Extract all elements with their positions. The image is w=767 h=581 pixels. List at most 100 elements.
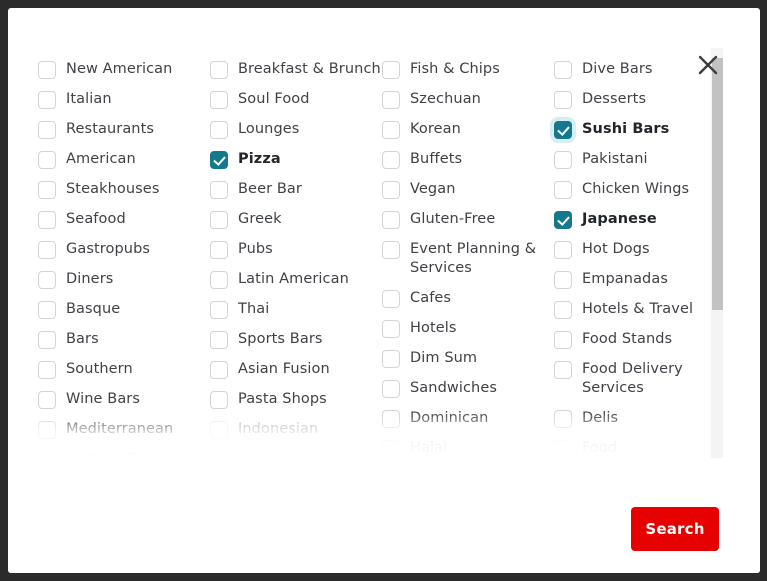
checkbox-unchecked-icon[interactable]	[554, 301, 572, 319]
category-checkbox-item[interactable]: Indonesian	[210, 420, 382, 439]
checkbox-checked-icon[interactable]	[210, 151, 228, 169]
checkbox-unchecked-icon[interactable]	[210, 181, 228, 199]
category-checkbox-item[interactable]: Thai	[210, 300, 382, 319]
checkbox-unchecked-icon[interactable]	[382, 151, 400, 169]
category-checkbox-item[interactable]: Desserts	[554, 90, 726, 109]
checkbox-unchecked-icon[interactable]	[38, 361, 56, 379]
category-checkbox-item[interactable]: Szechuan	[382, 90, 554, 109]
checkbox-unchecked-icon[interactable]	[554, 331, 572, 349]
category-checkbox-item[interactable]: Pasta Shops	[210, 390, 382, 409]
checkbox-unchecked-icon[interactable]	[38, 421, 56, 439]
checkbox-unchecked-icon[interactable]	[382, 440, 400, 458]
checkbox-unchecked-icon[interactable]	[38, 331, 56, 349]
category-checkbox-item[interactable]: Sports Bars	[210, 330, 382, 349]
category-scroll-region[interactable]: New American Italian Restaurants American St…	[8, 8, 760, 458]
category-checkbox-item[interactable]: Latin American	[210, 270, 382, 289]
category-checkbox-item[interactable]: Empanadas	[554, 270, 726, 289]
checkbox-unchecked-icon[interactable]	[38, 121, 56, 139]
checkbox-unchecked-icon[interactable]	[38, 391, 56, 409]
category-checkbox-item[interactable]: Cafes	[382, 289, 554, 308]
search-button[interactable]: Search	[631, 507, 719, 551]
checkbox-unchecked-icon[interactable]	[382, 380, 400, 398]
category-checkbox-item[interactable]: Hot Dogs	[554, 240, 726, 259]
category-checkbox-item[interactable]: Chicken Wings	[554, 180, 726, 199]
checkbox-unchecked-icon[interactable]	[382, 211, 400, 229]
checkbox-unchecked-icon[interactable]	[554, 151, 572, 169]
checkbox-unchecked-icon[interactable]	[38, 91, 56, 109]
category-checkbox-item[interactable]: Diners	[38, 270, 210, 289]
checkbox-unchecked-icon[interactable]	[382, 290, 400, 308]
category-checkbox-item[interactable]: Buffets	[382, 150, 554, 169]
category-checkbox-item[interactable]: Dive Bars	[554, 60, 726, 79]
scrollbar-track[interactable]	[711, 48, 723, 458]
category-checkbox-item[interactable]: Italian	[38, 90, 210, 109]
category-checkbox-item[interactable]: Food	[554, 439, 726, 458]
category-checkbox-item[interactable]: Beer Bar	[210, 180, 382, 199]
checkbox-unchecked-icon[interactable]	[210, 271, 228, 289]
checkbox-unchecked-icon[interactable]	[554, 440, 572, 458]
category-checkbox-item[interactable]: Sushi Bars	[554, 120, 726, 139]
category-checkbox-item[interactable]: Restaurants	[38, 120, 210, 139]
checkbox-unchecked-icon[interactable]	[382, 121, 400, 139]
category-checkbox-item[interactable]: Gluten-Free	[382, 210, 554, 229]
category-checkbox-item[interactable]: American	[38, 150, 210, 169]
checkbox-unchecked-icon[interactable]	[554, 241, 572, 259]
checkbox-unchecked-icon[interactable]	[210, 361, 228, 379]
category-checkbox-item[interactable]: Breakfast & Brunch	[210, 60, 382, 79]
category-checkbox-item[interactable]: Pizza	[210, 150, 382, 169]
checkbox-unchecked-icon[interactable]	[382, 91, 400, 109]
category-checkbox-item[interactable]: Seafood	[38, 210, 210, 229]
category-checkbox-item[interactable]: Hotels & Travel	[554, 300, 726, 319]
category-checkbox-item[interactable]: Gastropubs	[38, 240, 210, 259]
checkbox-unchecked-icon[interactable]	[38, 181, 56, 199]
category-checkbox-item[interactable]: Event Planning & Services	[382, 240, 554, 278]
category-checkbox-item[interactable]: Cocktail Bars	[38, 450, 210, 458]
checkbox-unchecked-icon[interactable]	[38, 211, 56, 229]
category-checkbox-item[interactable]: Hotels	[382, 319, 554, 338]
checkbox-unchecked-icon[interactable]	[210, 61, 228, 79]
category-checkbox-item[interactable]: Basque	[38, 300, 210, 319]
checkbox-unchecked-icon[interactable]	[38, 61, 56, 79]
checkbox-unchecked-icon[interactable]	[38, 151, 56, 169]
category-checkbox-item[interactable]: Pubs	[210, 240, 382, 259]
checkbox-unchecked-icon[interactable]	[210, 301, 228, 319]
checkbox-unchecked-icon[interactable]	[210, 331, 228, 349]
checkbox-unchecked-icon[interactable]	[210, 121, 228, 139]
checkbox-unchecked-icon[interactable]	[554, 91, 572, 109]
category-checkbox-item[interactable]: New American	[38, 60, 210, 79]
category-checkbox-item[interactable]: Pakistani	[554, 150, 726, 169]
checkbox-unchecked-icon[interactable]	[382, 320, 400, 338]
checkbox-unchecked-icon[interactable]	[554, 271, 572, 289]
checkbox-unchecked-icon[interactable]	[210, 91, 228, 109]
category-checkbox-item[interactable]: Dominican	[382, 409, 554, 428]
category-checkbox-item[interactable]: Bars	[38, 330, 210, 349]
checkbox-unchecked-icon[interactable]	[382, 181, 400, 199]
category-checkbox-item[interactable]: Japanese	[554, 210, 726, 229]
close-icon[interactable]	[694, 51, 722, 79]
category-checkbox-item[interactable]: Soul Food	[210, 90, 382, 109]
category-checkbox-item[interactable]: Fish & Chips	[382, 60, 554, 79]
category-checkbox-item[interactable]: Greek	[210, 210, 382, 229]
category-checkbox-item[interactable]: Delis	[554, 409, 726, 428]
category-checkbox-item[interactable]: Lounges	[210, 120, 382, 139]
checkbox-unchecked-icon[interactable]	[38, 451, 56, 458]
checkbox-checked-icon[interactable]	[554, 121, 572, 139]
category-checkbox-item[interactable]: Vegan	[382, 180, 554, 199]
checkbox-unchecked-icon[interactable]	[554, 181, 572, 199]
checkbox-unchecked-icon[interactable]	[382, 410, 400, 428]
category-checkbox-item[interactable]: Sandwiches	[382, 379, 554, 398]
checkbox-unchecked-icon[interactable]	[210, 241, 228, 259]
checkbox-unchecked-icon[interactable]	[554, 61, 572, 79]
checkbox-unchecked-icon[interactable]	[554, 361, 572, 379]
checkbox-unchecked-icon[interactable]	[38, 301, 56, 319]
category-checkbox-item[interactable]: Food Stands	[554, 330, 726, 349]
category-checkbox-item[interactable]: Wine Bars	[38, 390, 210, 409]
category-checkbox-item[interactable]: Asian Fusion	[210, 360, 382, 379]
checkbox-unchecked-icon[interactable]	[382, 350, 400, 368]
checkbox-unchecked-icon[interactable]	[210, 211, 228, 229]
checkbox-unchecked-icon[interactable]	[38, 241, 56, 259]
category-checkbox-item[interactable]: Southern	[38, 360, 210, 379]
checkbox-unchecked-icon[interactable]	[554, 410, 572, 428]
checkbox-unchecked-icon[interactable]	[382, 241, 400, 259]
category-checkbox-item[interactable]: Steakhouses	[38, 180, 210, 199]
